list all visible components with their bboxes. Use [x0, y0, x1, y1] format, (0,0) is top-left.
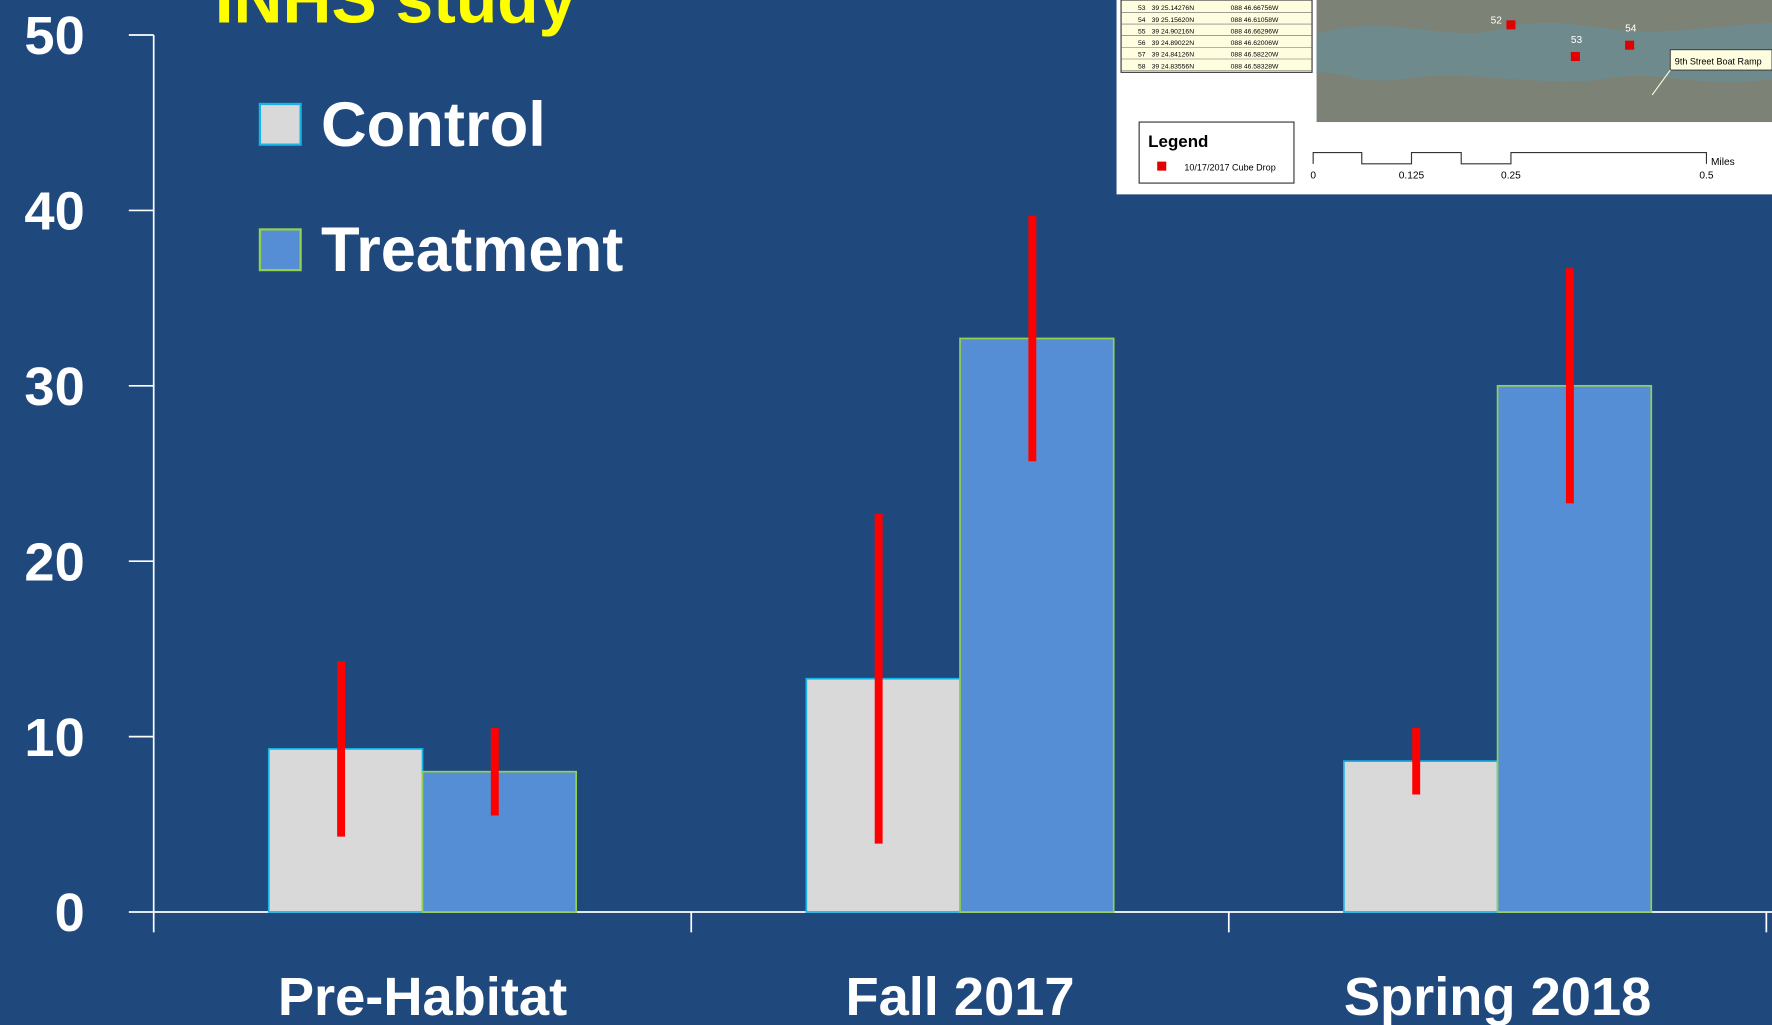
chart-title: INHS study	[215, 0, 577, 38]
table-cell: 55	[1138, 28, 1146, 35]
table-cell: 088 46.66296W	[1231, 28, 1279, 35]
table-cell: 088 46.66756W	[1231, 5, 1279, 12]
legend-swatch	[260, 229, 301, 270]
map-legend-item: 10/17/2017 Cube Drop	[1184, 163, 1275, 173]
table-cell: 39 25.15620N	[1152, 17, 1195, 24]
table-cell: 088 46.61058W	[1231, 17, 1279, 24]
table-cell: 58	[1138, 63, 1146, 70]
map-legend-title: Legend	[1148, 132, 1208, 151]
table-cell: 39 24.90216N	[1152, 28, 1195, 35]
legend-label: Treatment	[321, 215, 623, 285]
y-tick-label: 50	[24, 6, 84, 66]
map-inset: 53 39 25.14276N 088 46.66756W 54 39 25.15620…	[1117, 0, 1772, 194]
map-point-label: 52	[1491, 16, 1503, 27]
table-cell: 39 24.83556N	[1152, 63, 1195, 70]
bar	[806, 679, 960, 912]
table-cell: 39 24.84126N	[1152, 52, 1195, 59]
table-cell: 088 46.58328W	[1231, 63, 1279, 70]
map-point-label: 53	[1571, 35, 1583, 46]
scale-label: 0.5	[1699, 171, 1713, 182]
y-tick-label: 20	[24, 532, 84, 592]
x-tick-label: Fall 2017	[845, 967, 1074, 1025]
scale-label: 0	[1310, 171, 1316, 182]
table-cell: 39 24.89022N	[1152, 40, 1195, 47]
legend-swatch	[260, 104, 301, 145]
bar	[1344, 761, 1498, 912]
y-tick-label: 30	[24, 357, 84, 417]
y-tick-label: 10	[24, 708, 84, 768]
scale-label: 0.25	[1501, 171, 1521, 182]
table-cell: 39 25.14276N	[1152, 5, 1195, 12]
table-cell: 54	[1138, 17, 1146, 24]
bar	[269, 749, 423, 912]
scale-unit: Miles	[1711, 157, 1735, 168]
callout-text: 9th Street Boat Ramp	[1675, 56, 1762, 66]
chart: INHS study 53 39 25.14276N 088 46.66756W 54…	[0, 0, 1772, 1025]
bar	[422, 772, 576, 912]
x-tick-label: Spring 2018	[1344, 967, 1651, 1025]
table-cell: 088 46.62006W	[1231, 40, 1279, 47]
bar	[960, 338, 1114, 912]
bar	[1498, 386, 1652, 912]
coordinate-table	[1121, 0, 1312, 72]
table-cell: 57	[1138, 52, 1146, 59]
table-cell: 53	[1138, 5, 1146, 12]
x-tick-label: Pre-Habitat	[278, 967, 567, 1025]
map-point	[1625, 41, 1634, 50]
map-point-label: 54	[1625, 24, 1637, 35]
y-tick-label: 0	[55, 883, 85, 943]
legend-label: Control	[321, 90, 546, 160]
map-legend-swatch	[1157, 162, 1166, 171]
scale-label: 0.125	[1399, 171, 1425, 182]
y-tick-label: 40	[24, 182, 84, 242]
map-point	[1506, 20, 1515, 29]
table-cell: 56	[1138, 40, 1146, 47]
map-point	[1571, 52, 1580, 61]
table-cell: 088 46.58220W	[1231, 52, 1279, 59]
